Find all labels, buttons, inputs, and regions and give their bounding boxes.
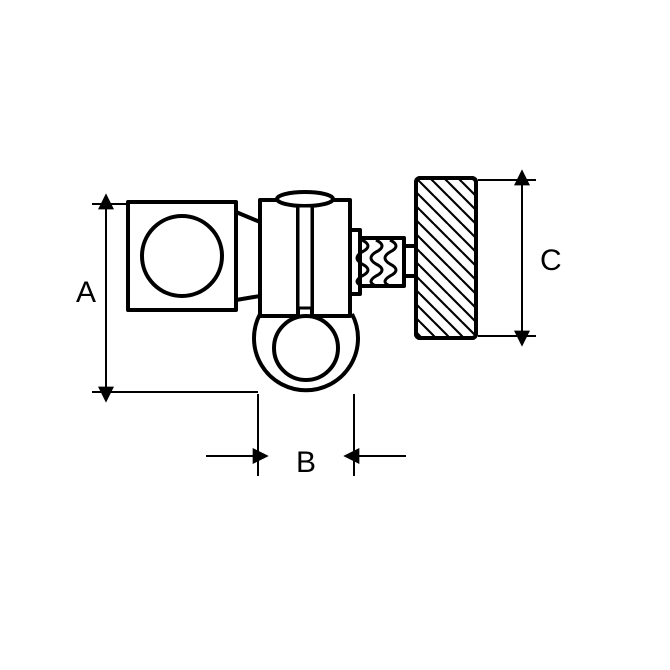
clevis-left-arm bbox=[260, 200, 298, 316]
clevis-slot bbox=[298, 206, 312, 308]
dimension-c bbox=[478, 180, 536, 336]
clevis-pin-cap bbox=[277, 192, 333, 206]
knob-head bbox=[416, 178, 476, 338]
dimensioned-part-diagram: A B C bbox=[0, 0, 670, 670]
clamp-ring bbox=[254, 314, 358, 390]
square-block-hole bbox=[142, 216, 222, 296]
dimension-b-label: B bbox=[296, 446, 316, 479]
dimension-c-label: C bbox=[540, 244, 562, 277]
clevis-right-arm bbox=[312, 200, 350, 316]
taper-neck bbox=[236, 212, 260, 300]
dimension-a-label: A bbox=[76, 276, 96, 309]
mechanical-part bbox=[128, 178, 476, 390]
